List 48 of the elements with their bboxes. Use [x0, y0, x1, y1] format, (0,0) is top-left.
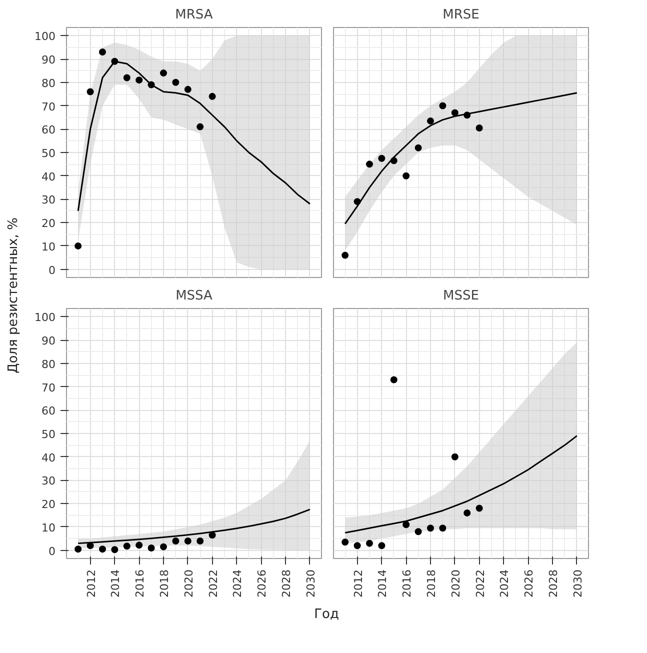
x-tick-label: 2026 — [256, 569, 269, 598]
x-tick-label: 2026 — [522, 569, 536, 598]
y-tick-label: 80 — [42, 76, 56, 90]
x-tick-label: 2024 — [231, 569, 244, 598]
chart-title: MRSA — [175, 8, 213, 22]
y-tick-label: 90 — [42, 334, 56, 348]
y-tick-label: 60 — [42, 404, 56, 418]
x-tick-label: 2014 — [376, 569, 390, 598]
y-tick-label: 20 — [42, 217, 56, 230]
y-tick-label: 10 — [42, 240, 56, 254]
x-tick-label: 2022 — [474, 569, 487, 598]
x-tick-label: 2018 — [425, 569, 438, 598]
y-tick-label: 30 — [42, 474, 56, 488]
y-tick-label: 50 — [42, 428, 56, 441]
y-tick-label: 0 — [48, 544, 56, 558]
x-tick-label: 2030 — [304, 569, 318, 598]
y-tick-label: 60 — [42, 124, 56, 137]
x-tick-label: 2022 — [206, 569, 220, 598]
x-tick-label: 2018 — [158, 569, 171, 598]
x-tick-label: 2016 — [400, 569, 414, 598]
chart-title: MRSE — [442, 8, 480, 22]
x-tick-label: 2012 — [84, 569, 98, 598]
x-tick-label: 2020 — [182, 569, 196, 598]
y-tick-label: 70 — [42, 100, 56, 114]
x-tick-label: 2012 — [352, 569, 365, 598]
y-tick-label: 10 — [42, 521, 56, 534]
y-tick-label: 30 — [42, 194, 56, 207]
x-tick-label: 2028 — [547, 569, 560, 598]
y-tick-label: 90 — [42, 54, 56, 67]
x-axis-title: Год — [314, 607, 339, 622]
y-tick-label: 70 — [42, 381, 56, 394]
y-tick-label: 100 — [34, 311, 56, 324]
chart-title: MSSA — [176, 288, 213, 304]
y-tick-label: 80 — [42, 358, 56, 371]
x-tick-label: 2030 — [571, 569, 584, 598]
x-tick-label: 2014 — [109, 569, 122, 598]
x-tick-label: 2016 — [134, 569, 147, 598]
x-tick-label: 2024 — [498, 569, 512, 598]
x-tick-label: 2020 — [449, 569, 462, 598]
y-tick-label: 0 — [48, 264, 56, 277]
y-tick-label: 40 — [42, 451, 56, 464]
x-tick-label: 2028 — [280, 569, 294, 598]
y-tick-label: 100 — [34, 30, 56, 44]
y-tick-label: 20 — [42, 498, 56, 512]
y-tick-label: 40 — [42, 170, 56, 184]
y-tick-label: 50 — [42, 147, 56, 160]
y-axis-title: Доля резистентных, % — [6, 218, 21, 374]
chart-title: MSSE — [443, 288, 479, 304]
